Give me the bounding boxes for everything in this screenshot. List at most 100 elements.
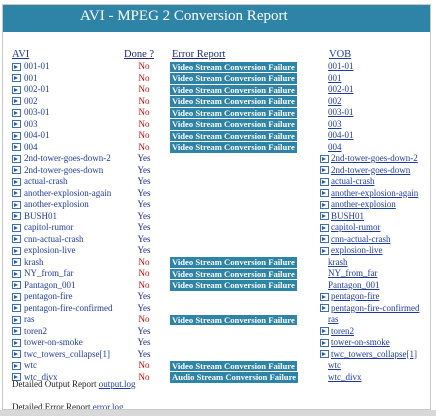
file-arrow-icon[interactable] (12, 350, 21, 358)
vob-arrow-icon[interactable] (320, 212, 329, 220)
avi-file-name: actual-crash (24, 176, 68, 186)
file-arrow-icon[interactable] (12, 223, 21, 232)
error-badge: Video Stream Conversion Failure (170, 142, 297, 153)
vob-arrow-icon[interactable] (320, 304, 329, 312)
vob-file-link[interactable]: 002-01 (328, 84, 354, 94)
file-arrow-icon[interactable] (12, 74, 21, 82)
vob-file-link[interactable]: wtc_divx (328, 371, 362, 382)
file-arrow-icon[interactable] (12, 97, 21, 105)
vob-arrow-icon[interactable] (320, 223, 329, 232)
vob-arrow-icon[interactable] (320, 177, 329, 186)
done-status: Yes (137, 337, 151, 347)
table-row: Pantagon_001 No Video Stream Conversion Fa… (3, 280, 430, 292)
vob-file-link[interactable]: ras (328, 314, 339, 324)
horizontal-scrollbar[interactable] (0, 410, 436, 416)
vob-arrow-icon[interactable] (320, 189, 329, 197)
vob-arrow-icon[interactable] (320, 338, 329, 347)
avi-file-name: NY_from_far (24, 268, 74, 278)
table-row: 004 No Video Stream Conversion Failure 004 (3, 142, 430, 154)
vob-file-link[interactable]: 2nd-tower-goes-down (331, 164, 411, 175)
error-badge: Video Stream Conversion Failure (170, 107, 297, 118)
vob-file-link[interactable]: explosion-live (331, 245, 383, 255)
done-status: No (138, 256, 150, 267)
vob-file-link[interactable]: 002 (328, 95, 342, 106)
vob-file-link[interactable]: pentagon-fire (331, 291, 380, 301)
vob-file-link[interactable]: krash (328, 256, 348, 267)
done-status: No (138, 371, 150, 382)
vob-file-link[interactable]: 001-01 (328, 61, 354, 71)
vob-arrow-icon[interactable] (320, 235, 329, 243)
done-status: No (138, 61, 150, 71)
file-arrow-icon[interactable] (12, 361, 21, 370)
file-arrow-icon[interactable] (12, 246, 21, 255)
table-row: 002 No Video Stream Conversion Failure 002 (3, 96, 430, 108)
vob-file-link[interactable]: cnn-actual-crash (331, 233, 391, 244)
file-arrow-icon[interactable] (12, 338, 21, 347)
file-arrow-icon[interactable] (12, 258, 21, 266)
error-log-link[interactable]: error.log (92, 402, 124, 410)
vob-file-link[interactable]: twc_towers_collapse[1] (331, 348, 417, 359)
output-log-link[interactable]: output.log (98, 379, 136, 389)
vob-arrow-icon[interactable] (320, 166, 329, 174)
done-status: Yes (137, 164, 151, 175)
vob-file-link[interactable]: 003-01 (328, 107, 354, 117)
report-table: 001-01 No Video Stream Conversion Failure 0… (3, 61, 430, 383)
avi-column-header[interactable]: AVI (12, 49, 30, 60)
vob-file-link[interactable]: 001 (328, 72, 342, 83)
done-status: No (138, 107, 150, 117)
vob-file-link[interactable]: 003 (328, 118, 342, 129)
vob-file-link[interactable]: 004-01 (328, 130, 354, 140)
vob-arrow-icon[interactable] (320, 327, 329, 335)
file-arrow-icon[interactable] (12, 200, 21, 209)
file-arrow-icon[interactable] (12, 292, 21, 301)
file-arrow-icon[interactable] (12, 281, 21, 289)
file-arrow-icon[interactable] (12, 120, 21, 128)
vob-file-link[interactable]: another-explosion-again (331, 187, 419, 198)
vob-file-link[interactable]: tower-on-smoke (331, 337, 390, 347)
vob-arrow-icon[interactable] (320, 154, 329, 163)
vob-file-link[interactable]: wtc (328, 360, 341, 370)
vob-arrow-icon[interactable] (320, 292, 329, 301)
vob-file-link[interactable]: NY_from_far (328, 268, 378, 278)
file-arrow-icon[interactable] (12, 327, 21, 335)
done-status: Yes (137, 222, 151, 232)
vob-file-link[interactable]: pentagon-fire-confirmed (331, 302, 420, 313)
vob-file-link[interactable]: Pantagon_001 (328, 279, 380, 290)
vob-file-link[interactable]: 004 (328, 141, 342, 152)
file-arrow-icon[interactable] (12, 85, 21, 94)
avi-file-name: tower-on-smoke (24, 337, 83, 347)
vob-file-link[interactable]: toren2 (331, 325, 354, 336)
vob-column-header[interactable]: VOB (329, 49, 352, 60)
vob-file-link[interactable]: actual-crash (331, 176, 375, 186)
file-arrow-icon[interactable] (12, 177, 21, 186)
file-arrow-icon[interactable] (12, 131, 21, 140)
file-arrow-icon[interactable] (12, 212, 21, 220)
done-status: Yes (137, 245, 151, 255)
vob-file-link[interactable]: BUSH01 (331, 210, 365, 221)
error-report-label: Detailed Error Report (12, 402, 91, 410)
file-arrow-icon[interactable] (12, 304, 21, 312)
file-arrow-icon[interactable] (12, 166, 21, 174)
file-arrow-icon[interactable] (12, 269, 21, 278)
vob-arrow-icon[interactable] (320, 350, 329, 358)
avi-file-name: 003 (24, 118, 38, 129)
file-arrow-icon[interactable] (12, 154, 21, 163)
vob-file-link[interactable]: another-explosion (331, 199, 396, 209)
table-row: ras No Video Stream Conversion Failure ras (3, 314, 430, 326)
file-arrow-icon[interactable] (12, 143, 21, 151)
vob-arrow-icon[interactable] (320, 246, 329, 255)
file-arrow-icon[interactable] (12, 235, 21, 243)
file-arrow-icon[interactable] (12, 62, 21, 71)
vob-file-link[interactable]: capitol-rumor (331, 222, 381, 232)
file-arrow-icon[interactable] (12, 189, 21, 197)
table-row: 2nd-tower-goes-down Yes 2nd-tower-goes-dow… (3, 165, 430, 177)
done-status: No (138, 130, 150, 140)
done-status: Yes (137, 176, 151, 186)
vob-file-link[interactable]: 2nd-tower-goes-down-2 (331, 153, 418, 163)
vob-arrow-icon[interactable] (320, 200, 329, 209)
avi-file-name: krash (24, 256, 44, 267)
file-arrow-icon[interactable] (12, 373, 21, 381)
table-row: wtc_divx No Audio Stream Conversion Failur… (3, 372, 430, 384)
file-arrow-icon[interactable] (12, 108, 21, 117)
file-arrow-icon[interactable] (12, 315, 21, 324)
